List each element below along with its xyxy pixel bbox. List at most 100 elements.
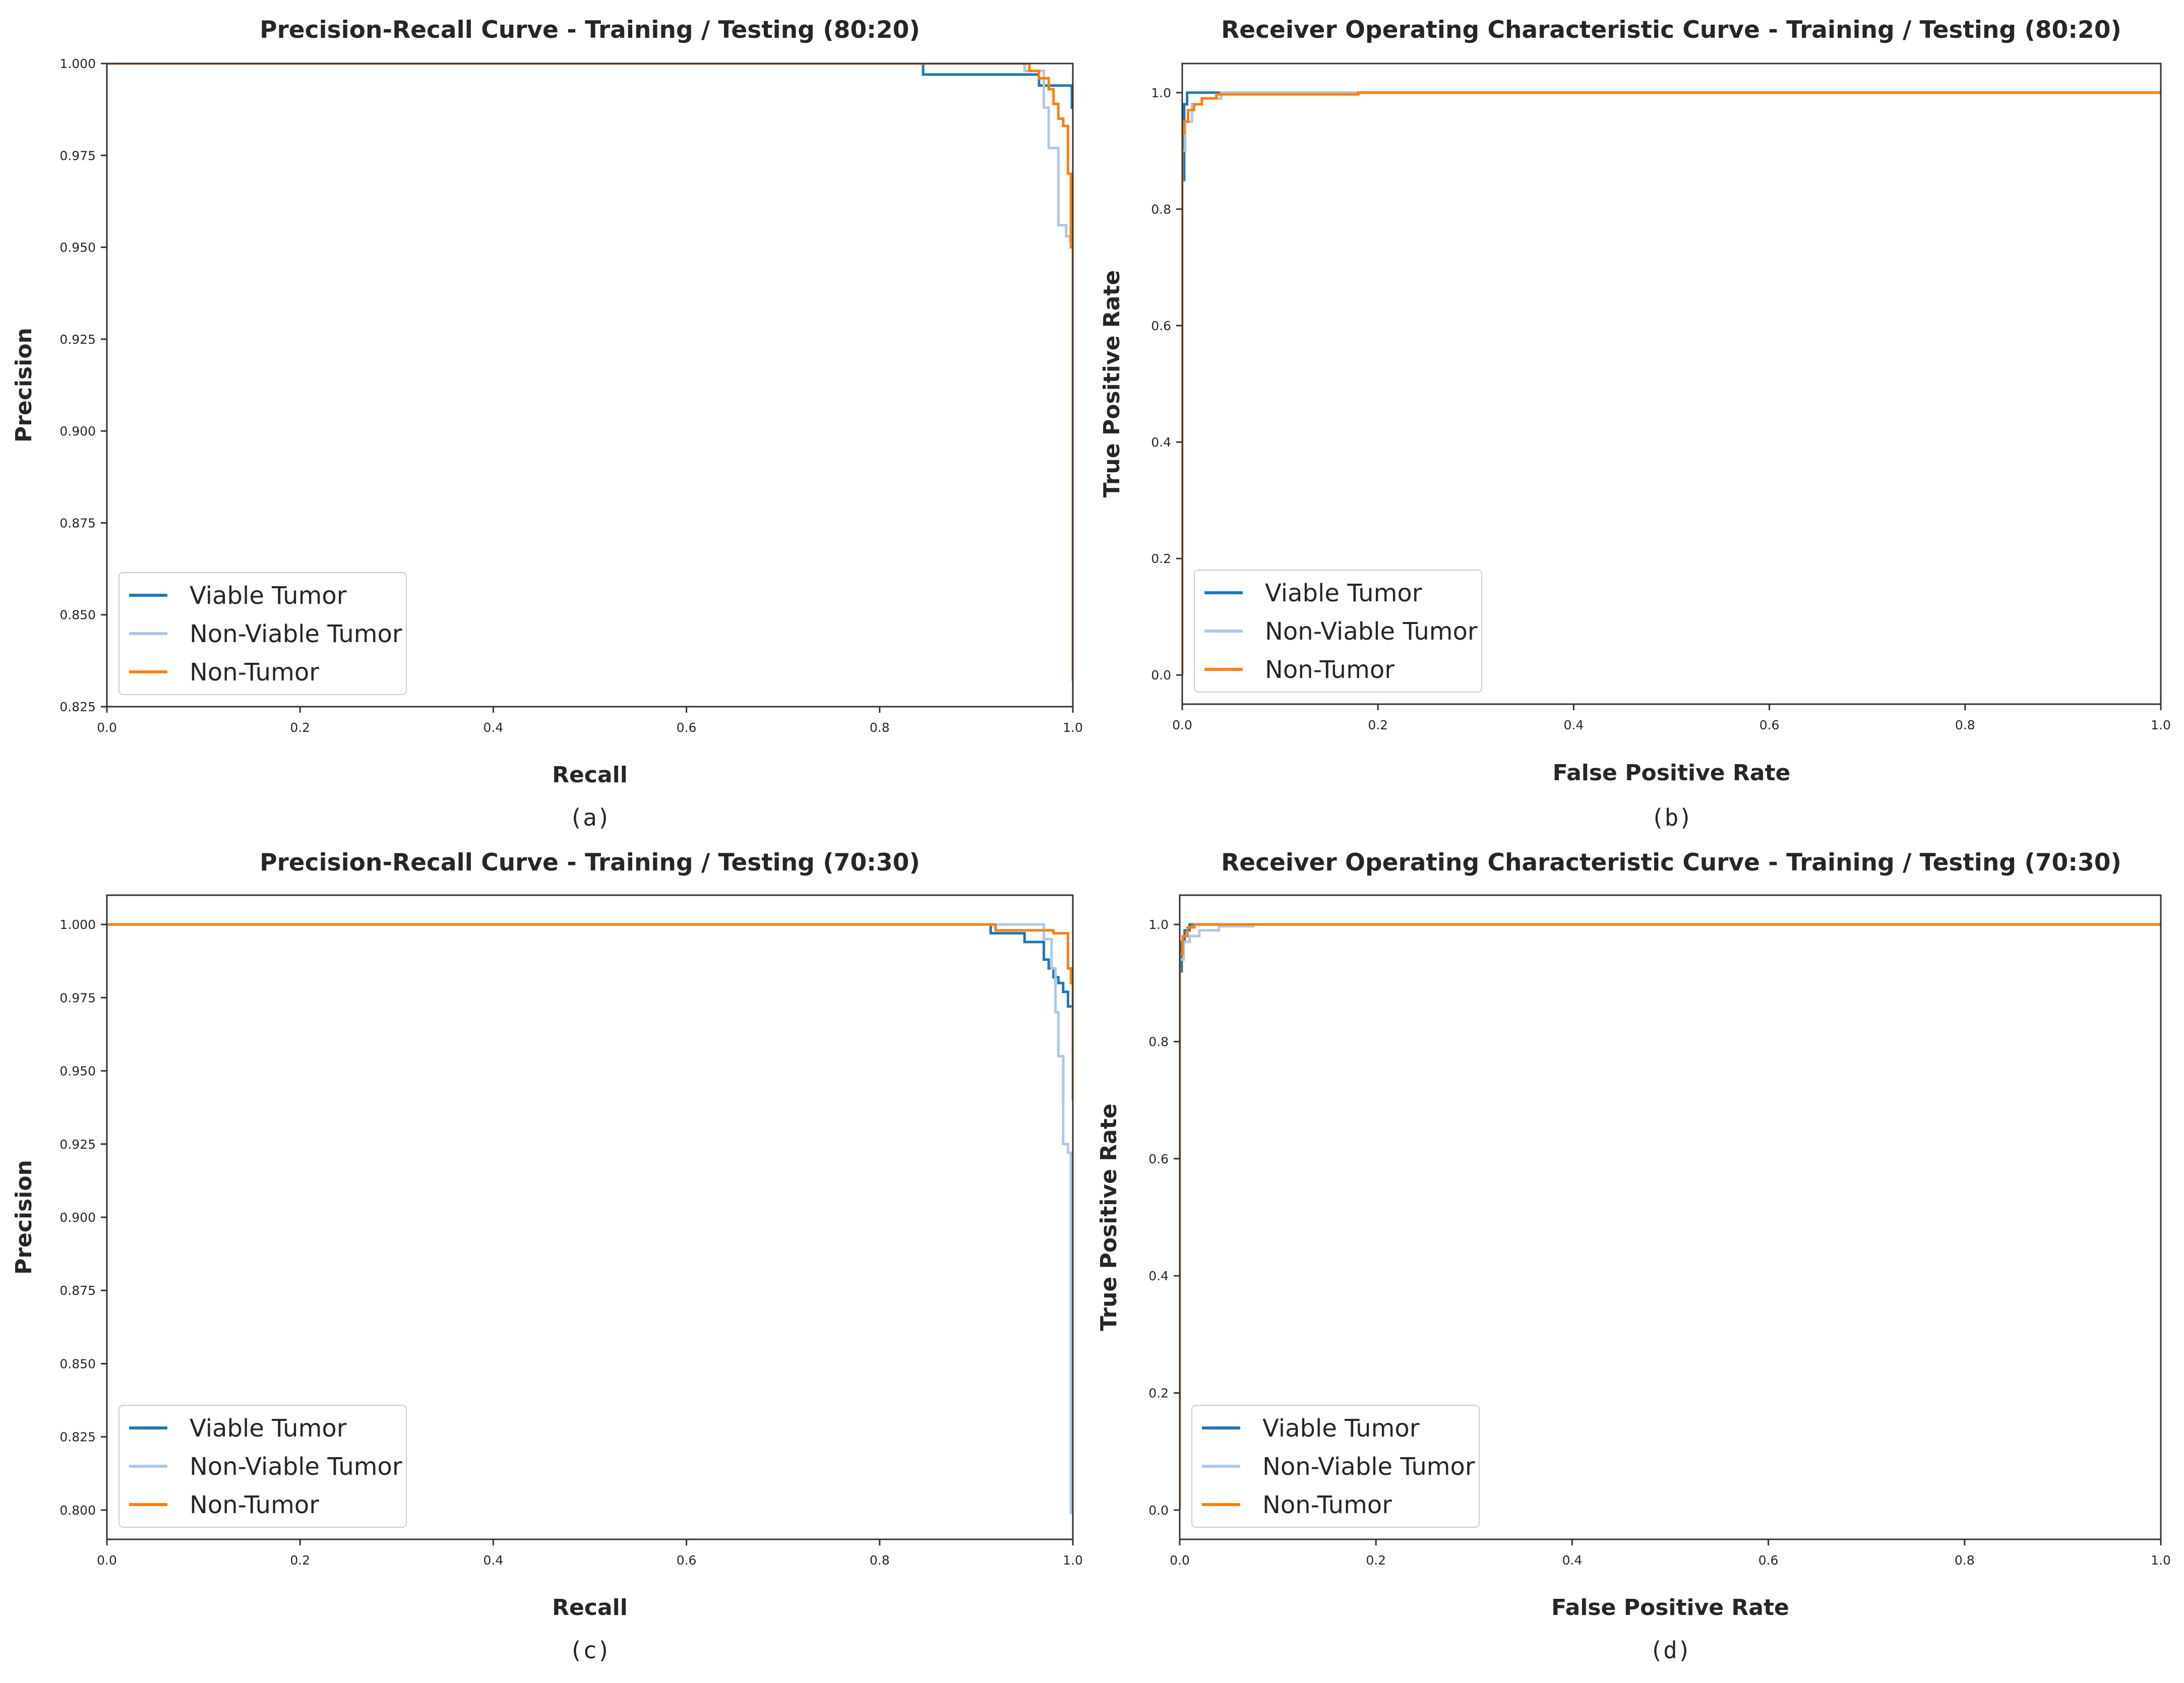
y-tick-label: 1.000 [59,56,96,71]
x-tick-label: 0.4 [1562,1553,1583,1568]
x-tick-label: 0.2 [290,720,310,735]
plot-frame [106,63,1074,708]
x-tick-label: 0.4 [1564,718,1584,732]
legend-box [1194,570,1482,693]
y-tick-label: 0.2 [1148,1386,1169,1401]
legend-entry: Non-Tumor [190,1491,319,1519]
x-axis-label: Recall [552,1595,628,1620]
series-group [107,64,1073,681]
y-tick-label: 0.6 [1151,319,1171,333]
legend-entry: Non-Tumor [1265,656,1394,684]
x-tick-label: 0.2 [1368,718,1388,732]
legend: Viable Tumor Non-Viable Tumor Non-Tumor [118,572,407,695]
y-tick-label: 1.0 [1148,917,1169,932]
x-tick-label: 0.6 [1760,718,1780,732]
series-line-non-viable-tumor [1182,91,2161,675]
x-tick-label: 0.6 [677,1553,697,1568]
series-line-non-tumor [1180,923,2161,1510]
x-tick-label: 0.0 [1170,1553,1190,1568]
panel-caption: (d) [1649,1637,1691,1664]
y-tick-label: 0.950 [59,1064,96,1079]
x-tick-label: 0.8 [870,720,890,735]
panel-caption: (b) [1651,804,1692,831]
series-line-non-viable-tumor [107,64,1073,241]
y-tick-label: 0.900 [59,424,96,439]
y-axis-label: True Positive Rate [1099,270,1125,498]
series-line-non-viable-tumor [107,923,1073,1515]
x-tick-label: 0.6 [1758,1553,1779,1568]
x-tick-label: 0.8 [1955,1553,1975,1568]
y-tick-label: 1.0 [1151,86,1171,100]
x-tick-label: 0.0 [1172,718,1192,732]
y-tick-label: 0.850 [59,608,96,622]
y-tick-label: 0.0 [1148,1503,1169,1518]
legend-entry: Viable Tumor [190,1414,347,1443]
x-tick-label: 0.8 [1955,718,1975,732]
legend-entry: Non-Viable Tumor [1262,1453,1475,1481]
series-line-non-tumor [107,923,1073,1100]
legend: Viable Tumor Non-Viable Tumor Non-Tumor [1191,1405,1480,1528]
chart-panel-c: Precision-Recall Curve - Training / Test… [11,849,1083,1664]
y-tick-label: 0.975 [59,990,96,1005]
panel-caption: (c) [569,1637,611,1664]
y-tick-label: 0.875 [59,516,96,530]
legend-entry: Non-Viable Tumor [190,620,402,648]
legend-entry: Non-Tumor [190,658,319,687]
y-tick-label: 0.4 [1151,435,1171,450]
x-tick-label: 0.4 [483,720,504,735]
y-tick-label: 0.8 [1151,202,1171,217]
series-line-non-tumor [1182,91,2161,675]
series-group [107,923,1073,1515]
x-tick-label: 0.2 [1366,1553,1386,1568]
x-tick-label: 0.0 [97,1553,117,1568]
series-line-viable-tumor [107,64,1073,109]
y-tick-label: 0.6 [1148,1152,1169,1166]
x-axis-label: False Positive Rate [1553,760,1791,786]
chart-title: Receiver Operating Characteristic Curve … [1221,16,2121,44]
panel-caption: (a) [569,804,611,831]
x-tick-label: 1.0 [1063,1553,1083,1568]
legend-box [1191,1405,1480,1528]
series-line-non-viable-tumor [1180,923,2161,1510]
chart-panel-a: Precision-Recall Curve - Training / Test… [11,16,1083,831]
y-axis-label: Precision [11,1160,37,1275]
y-tick-label: 0.850 [59,1356,96,1371]
legend: Viable Tumor Non-Viable Tumor Non-Tumor [1194,570,1482,693]
series-group [1182,91,2161,675]
x-tick-label: 0.6 [677,720,697,735]
series-line-viable-tumor [107,923,1073,1008]
y-tick-label: 0.800 [59,1503,96,1518]
y-tick-label: 0.875 [59,1283,96,1298]
y-tick-label: 0.825 [59,1430,96,1445]
y-tick-label: 1.000 [59,917,96,932]
y-axis-label: Precision [11,328,37,443]
legend-entry: Viable Tumor [190,582,347,610]
x-tick-label: 1.0 [2151,718,2171,732]
y-tick-label: 0.975 [59,148,96,163]
y-tick-label: 0.2 [1151,551,1171,566]
series-line-viable-tumor [1182,91,2161,675]
legend-entry: Viable Tumor [1262,1414,1420,1443]
x-tick-label: 1.0 [2151,1553,2171,1568]
plot-frame [1181,63,2162,705]
y-tick-label: 0.925 [59,332,96,347]
x-tick-label: 0.4 [483,1553,504,1568]
legend-entry: Non-Viable Tumor [190,1453,402,1481]
x-tick-label: 0.0 [97,720,117,735]
chart-title: Precision-Recall Curve - Training / Test… [260,849,920,877]
legend: Viable Tumor Non-Viable Tumor Non-Tumor [118,1405,407,1528]
y-tick-label: 0.925 [59,1137,96,1152]
legend-entry: Non-Viable Tumor [1265,617,1478,646]
y-tick-label: 0.8 [1148,1034,1169,1049]
series-line-non-tumor [107,64,1073,681]
y-tick-label: 0.950 [59,240,96,255]
y-axis-label: True Positive Rate [1096,1103,1122,1331]
legend-box [118,1405,407,1528]
plot-frame [1179,894,2162,1540]
legend-entry: Non-Tumor [1262,1491,1392,1519]
y-tick-label: 0.0 [1151,668,1171,682]
x-tick-label: 0.2 [290,1553,310,1568]
x-tick-label: 1.0 [1063,720,1083,735]
y-tick-label: 0.825 [59,700,96,714]
